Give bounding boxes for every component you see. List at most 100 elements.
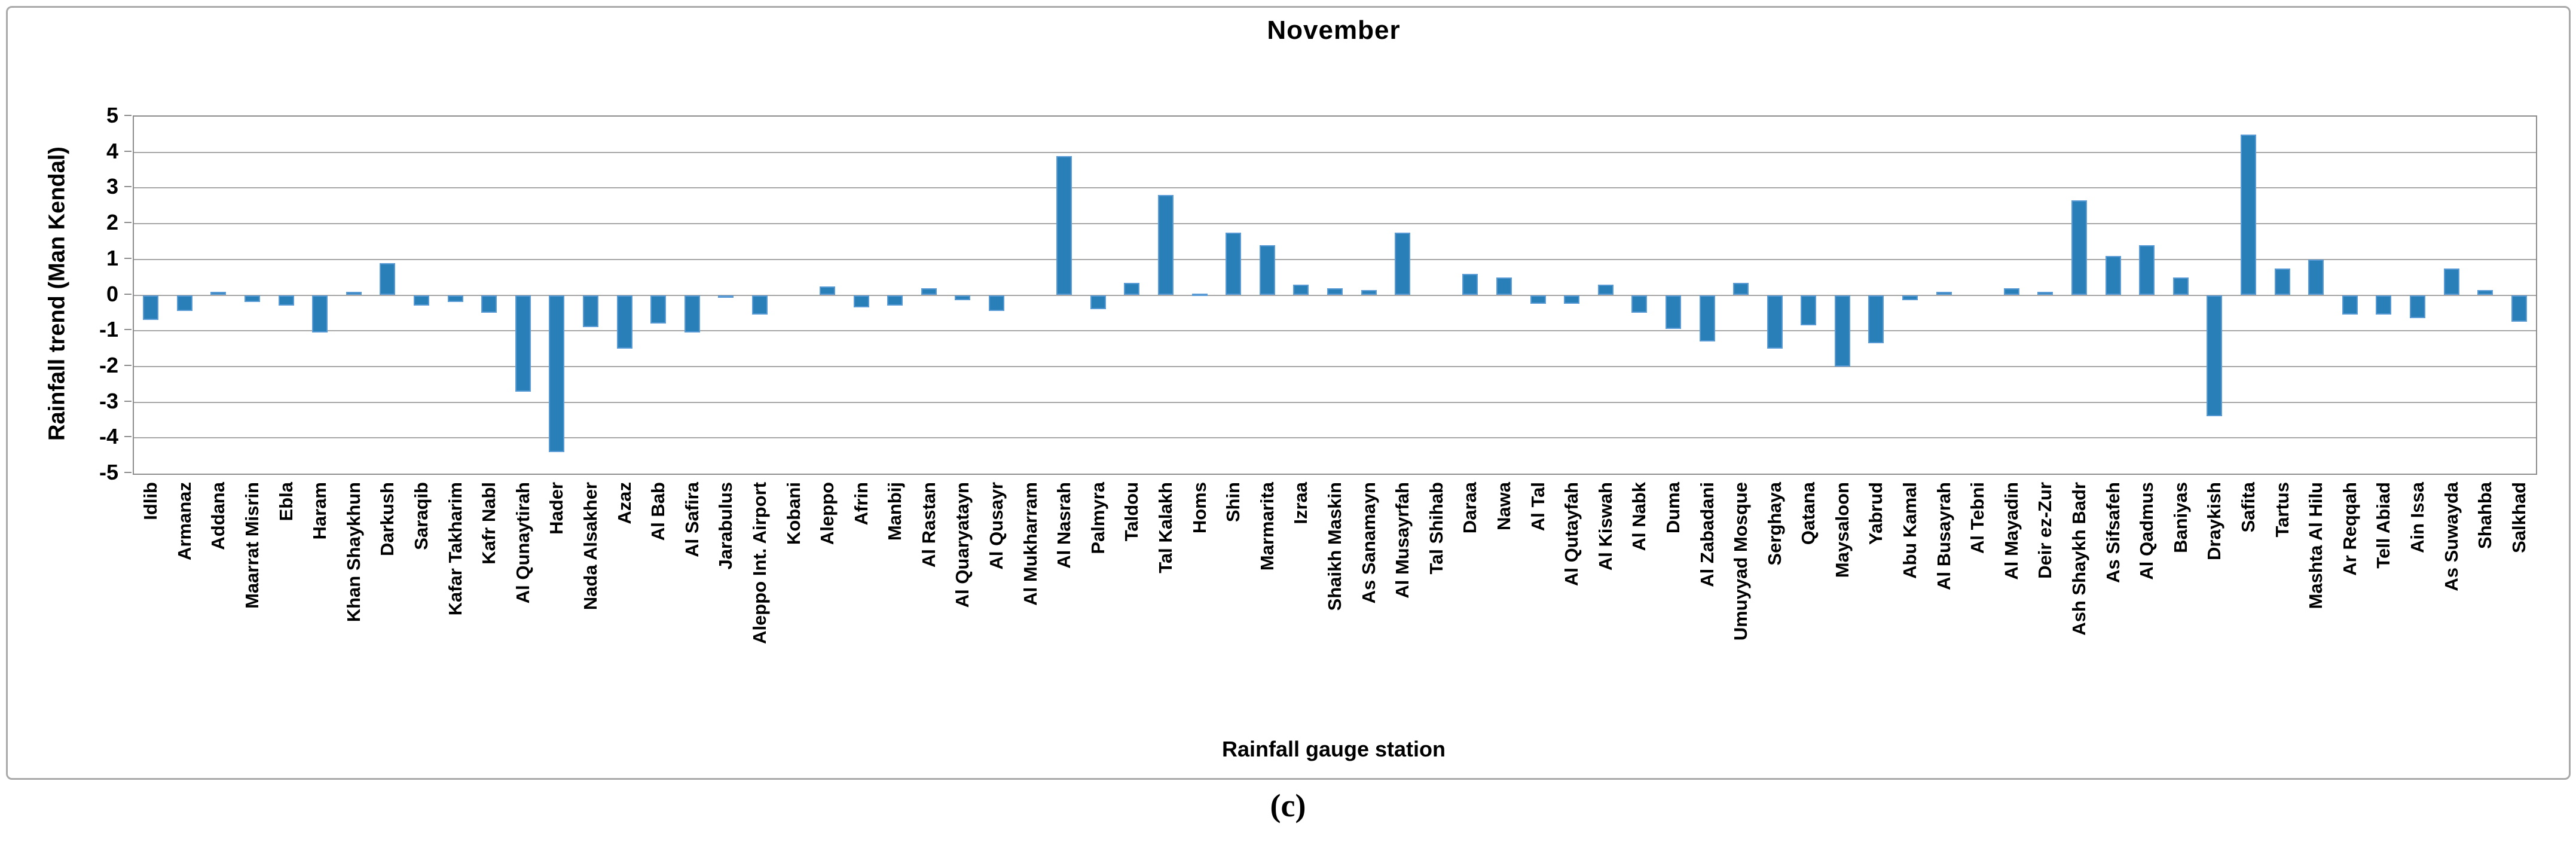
y-tick-mark	[124, 400, 132, 402]
bar	[1699, 295, 1715, 342]
gridline-y--4	[134, 437, 2536, 439]
x-category-label: Khan Shaykhun	[343, 482, 364, 623]
x-category-label: Shaikh Maskin	[1324, 482, 1345, 611]
panel-caption: (c)	[1270, 788, 1306, 823]
bar	[2139, 245, 2155, 295]
bar	[2240, 134, 2256, 295]
x-category-label: Addana	[207, 482, 229, 550]
bar	[582, 295, 598, 328]
bar	[1801, 295, 1817, 326]
x-category-label: Ebla	[275, 482, 297, 521]
x-category-label: Salkhad	[2508, 482, 2529, 553]
x-category-label: Shahba	[2474, 482, 2496, 549]
bar	[1530, 295, 1546, 304]
bar	[2409, 295, 2425, 319]
x-category-label: Shin	[1223, 482, 1244, 523]
x-category-label: Tal Shihab	[1425, 482, 1447, 575]
x-category-label: Izraa	[1290, 482, 1312, 524]
gridline-y--2	[134, 365, 2536, 367]
bar	[245, 295, 261, 303]
bar	[210, 291, 227, 295]
bar	[2105, 255, 2121, 295]
y-tick-mark	[124, 222, 132, 224]
x-category-label: Al Tebni	[1967, 482, 1988, 554]
x-category-label: Aleppo Int. Airport	[748, 482, 770, 644]
x-category-label: Manbij	[884, 482, 906, 541]
bar	[1597, 284, 1614, 295]
x-category-label: Al Quaryatayn	[952, 482, 973, 608]
bar	[2308, 259, 2324, 295]
y-tick-mark	[124, 150, 132, 152]
x-category-label: Maarrat Misrin	[242, 482, 263, 609]
y-tick-mark	[124, 329, 132, 331]
bar	[1226, 233, 1242, 295]
x-category-label: Ash Shaykh Badr	[2068, 482, 2089, 636]
x-category-label: Aleppo	[817, 482, 838, 545]
bar	[143, 295, 159, 321]
bar	[1056, 155, 1072, 295]
bar	[2037, 291, 2054, 295]
y-tick-label: -3	[99, 388, 118, 413]
x-category-label: Al Nabk	[1628, 482, 1650, 551]
x-category-label: Armanaz	[173, 482, 195, 560]
bar	[549, 295, 565, 453]
y-tick-label: 0	[106, 281, 118, 306]
bar	[2342, 295, 2358, 315]
x-category-label: Azaz	[613, 482, 635, 524]
bar	[1665, 295, 1681, 330]
x-category-label: Hader	[546, 482, 567, 535]
bar	[1902, 295, 1918, 301]
x-category-label: Al Qutayfah	[1561, 482, 1582, 586]
bar	[346, 291, 362, 295]
bar	[1834, 295, 1850, 367]
gridline-y-0	[134, 294, 2536, 296]
x-category-label: Umuyyad Mosque	[1730, 482, 1752, 641]
chart-title: November	[1267, 16, 1401, 45]
x-category-label: Al Nasrah	[1053, 482, 1075, 569]
x-category-label: Al Safira	[681, 482, 702, 557]
x-category-label: Al Tal	[1527, 482, 1548, 532]
x-category-label: Kafr Nabl	[478, 482, 500, 565]
x-category-label: Al Mukharram	[1019, 482, 1041, 606]
y-tick-label: 2	[106, 210, 118, 235]
gridline-y--3	[134, 401, 2536, 403]
bar	[684, 295, 700, 333]
x-category-label: Yabrud	[1865, 482, 1887, 545]
x-category-label: Baniyas	[2169, 482, 2191, 553]
x-category-label: Marmarita	[1256, 482, 1278, 571]
bar	[2172, 277, 2189, 295]
x-category-label: Ain Issa	[2406, 482, 2428, 553]
y-tick-label: 1	[106, 245, 118, 270]
gridline-y-3	[134, 187, 2536, 189]
x-category-label: Darkush	[377, 482, 398, 557]
bar	[1293, 284, 1309, 295]
bar	[1631, 295, 1648, 313]
bar	[2071, 200, 2087, 295]
bar	[1496, 277, 1512, 295]
plot-area	[133, 115, 2537, 475]
x-axis-title: Rainfall gauge station	[1221, 737, 1446, 761]
x-category-label: Draykish	[2204, 482, 2225, 560]
bar	[2376, 295, 2392, 315]
x-category-label: Tartus	[2271, 482, 2293, 538]
bar	[1191, 293, 1208, 296]
x-category-label: Ar Reqqah	[2339, 482, 2360, 576]
y-tick-mark	[124, 436, 132, 438]
x-category-label: Haram	[309, 482, 331, 540]
bar	[1564, 295, 1580, 304]
y-tick-label: -5	[99, 460, 118, 484]
x-category-label: Mashta Al Hilu	[2305, 482, 2327, 609]
y-tick-mark	[124, 364, 132, 366]
bar	[2511, 295, 2527, 322]
x-category-label: Maysaloon	[1831, 482, 1853, 578]
bar	[2443, 268, 2459, 295]
bar	[380, 263, 396, 295]
x-category-label: Nawa	[1493, 482, 1514, 530]
x-category-label: Tell Abiad	[2373, 482, 2394, 569]
y-tick-label: -4	[99, 424, 118, 449]
bar	[955, 295, 971, 301]
y-tick-label: 4	[106, 138, 118, 163]
bar	[887, 295, 903, 306]
bar	[989, 295, 1005, 312]
